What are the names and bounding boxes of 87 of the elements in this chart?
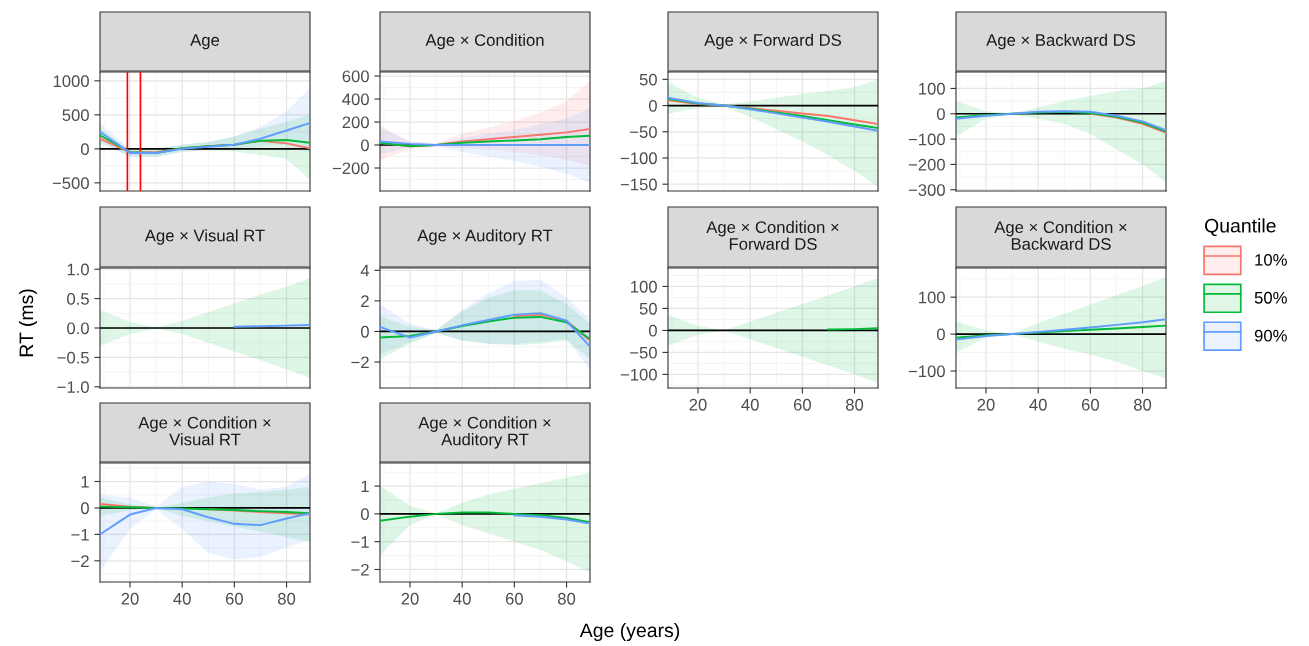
x-tick-label: 60 [793, 398, 811, 411]
x-tick-label: 60 [225, 592, 243, 605]
chart-title: Age [190, 34, 220, 50]
x-tick-label: 20 [121, 592, 139, 605]
y-tick-label: −200 [332, 162, 369, 175]
y-tick-label: −1 [71, 528, 89, 541]
y-tick-label: 500 [62, 109, 89, 122]
x-tick-label: 60 [505, 592, 523, 605]
chart-title: Age × Visual RT [144, 229, 265, 245]
legend-title: Quantile [1205, 218, 1276, 237]
y-tick-label: −1.0 [57, 381, 89, 394]
line-series [513, 313, 590, 342]
y-tick-label: −1 [351, 536, 369, 548]
y-tick-label: 100 [631, 280, 657, 293]
x-tick-label: 40 [453, 592, 471, 605]
chart-title: Age × Condition × Auditory RT [418, 416, 551, 449]
x-tick-label: 80 [845, 398, 864, 411]
legend-label: 90% [1254, 329, 1287, 342]
y-tick-label: −100 [620, 152, 657, 165]
y-tick-label: 0.0 [67, 322, 89, 335]
legend-label: 50% [1254, 291, 1287, 304]
y-tick-label: 1.0 [67, 263, 89, 276]
y-tick-label: 0 [360, 325, 369, 338]
line-series [380, 134, 590, 148]
y-tick-label: −150 [620, 178, 657, 191]
y-tick-label: 0 [80, 502, 89, 515]
y-tick-label: −300 [908, 184, 945, 196]
y-tick-label: 100 [919, 291, 945, 304]
x-tick-label: 40 [741, 398, 759, 411]
line-series [100, 506, 310, 536]
legend-label: 10% [1255, 253, 1287, 266]
line-series [380, 312, 590, 348]
y-tick-label: −100 [620, 368, 657, 381]
x-tick-label: 40 [173, 592, 191, 605]
y-tick-label: 0 [360, 139, 369, 152]
y-tick-label: 0 [648, 324, 657, 337]
chart-title: Age × Forward DS [704, 33, 842, 50]
y-tick-label: 50 [639, 302, 657, 315]
x-tick-label: 20 [977, 398, 995, 411]
y-tick-label: 4 [360, 264, 370, 277]
x-axis-title: Age (years) [579, 622, 680, 642]
x-tick-label: 40 [1029, 398, 1047, 411]
x-tick-label: 80 [277, 592, 296, 605]
y-tick-label: −50 [630, 346, 657, 359]
x-tick-label: 80 [557, 592, 576, 605]
y-tick-label: 100 [919, 82, 945, 95]
y-tick-label: −100 [908, 133, 945, 146]
line-series [1089, 112, 1166, 134]
y-tick-label: −2 [351, 356, 369, 369]
line-series [956, 318, 1166, 341]
line-series [380, 511, 590, 524]
y-tick-label: 400 [342, 93, 369, 106]
chart-title: Age × Condition [425, 33, 544, 50]
y-tick-label: −200 [908, 158, 945, 171]
y-tick-label: 200 [342, 116, 369, 129]
chart-title: Age × Auditory RT [417, 229, 553, 245]
y-tick-label: −100 [908, 365, 945, 378]
y-tick-label: 1000 [53, 75, 89, 88]
y-axis-title: RT (ms) [18, 289, 38, 357]
y-tick-label: 2 [361, 295, 369, 307]
y-tick-label: 0 [936, 328, 945, 341]
y-tick-label: 0.5 [67, 292, 89, 305]
line-series [956, 324, 1166, 339]
y-tick-label: 0 [80, 143, 89, 156]
line-series [380, 315, 590, 341]
y-tick-label: −500 [52, 177, 89, 190]
y-tick-label: −2 [351, 563, 369, 576]
chart-title: Age × Backward DS [986, 33, 1136, 50]
x-tick-label: 60 [1081, 398, 1099, 411]
y-tick-label: −2 [71, 555, 89, 567]
chart-title: Age × Condition × Forward DS [706, 220, 839, 250]
y-tick-label: 1 [81, 476, 89, 488]
y-tick-label: 0 [360, 508, 369, 521]
y-tick-label: 600 [342, 70, 369, 83]
y-tick-label: −0.5 [57, 351, 89, 364]
x-tick-label: 20 [401, 592, 419, 605]
x-tick-label: 20 [689, 398, 707, 411]
y-tick-label: 1 [361, 480, 369, 493]
line-series [513, 514, 590, 525]
line-series [100, 122, 310, 154]
y-tick-label: 0 [648, 99, 657, 112]
chart-title: Age × Condition × Backward DS [994, 220, 1127, 250]
y-tick-label: 0 [936, 108, 945, 120]
y-tick-label: 50 [639, 73, 657, 86]
x-tick-label: 80 [1133, 398, 1152, 411]
y-tick-label: −50 [630, 126, 657, 138]
chart-title: Age × Condition × Visual RT [138, 416, 271, 446]
